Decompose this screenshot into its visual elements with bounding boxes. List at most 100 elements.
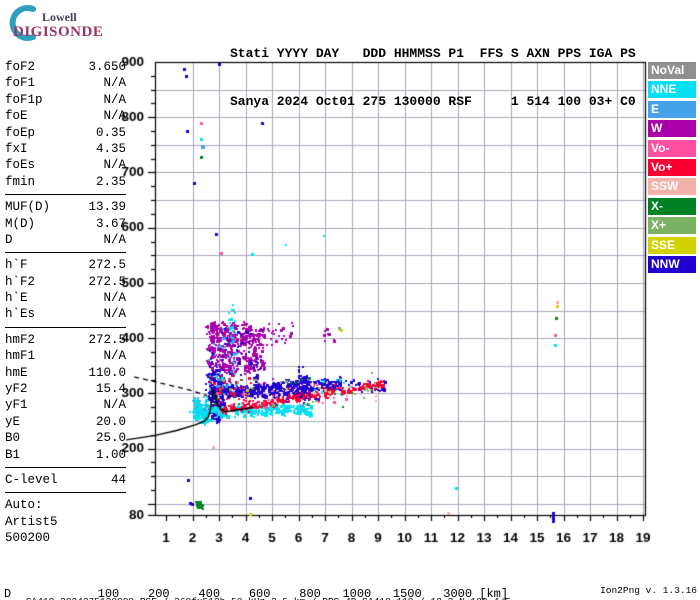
param-row: fxI 4.35: [5, 141, 126, 157]
param-row: yF2 15.4: [5, 381, 126, 397]
auto-line: Auto:: [5, 498, 43, 513]
param-row: foF1p N/A: [5, 92, 126, 108]
record-header: Stati YYYY DAY DDD HHMMSS P1 FFS S AXN P…: [230, 14, 636, 142]
param-name: hmF1: [5, 349, 36, 364]
legend-item-X-: X-: [648, 197, 696, 215]
param-row: hmF1 N/A: [5, 348, 126, 364]
param-name: C-level: [5, 472, 58, 487]
param-name: foF1: [5, 76, 36, 91]
status-file-info: SA418_2024275130000.RSF / 360fx512h 50 k…: [26, 596, 511, 600]
legend-item-Vo-: Vo-: [648, 139, 696, 157]
legend-item-W: W: [648, 120, 696, 138]
param-value: N/A: [103, 291, 126, 306]
param-value: N/A: [103, 109, 126, 124]
record-header-line2: Sanya 2024 Oct01 275 130000 RSF 1 514 10…: [230, 94, 636, 109]
param-value: 13.39: [88, 200, 126, 215]
status-version: Ion2Png v. 1.3.16: [600, 585, 697, 596]
param-row: foE N/A: [5, 108, 126, 124]
d-row: D 100 200 400 600 800 1000 1500 3000 [km…: [4, 587, 509, 600]
param-name: M(D): [5, 216, 36, 231]
logo-lowell-text: Lowell: [42, 10, 77, 24]
param-name: fxI: [5, 141, 28, 156]
auto-group: Auto: Artist5 500200: [5, 497, 126, 550]
param-name: hmE: [5, 365, 28, 380]
param-row: C-level 44: [5, 472, 126, 488]
param-value: 15.4: [95, 382, 126, 397]
param-name: foEs: [5, 158, 36, 173]
param-row: h`F 272.5: [5, 257, 126, 273]
param-name: h`F: [5, 258, 28, 273]
param-value: N/A: [103, 307, 126, 322]
param-row: hmF2 272.5: [5, 332, 126, 348]
param-value: 272.5: [88, 258, 126, 273]
param-name: B1: [5, 447, 21, 462]
param-value: 4.35: [95, 141, 126, 156]
param-value: 2.35: [95, 174, 126, 189]
auto-line: Artist5: [5, 514, 58, 529]
param-name: foE: [5, 109, 28, 124]
logo-arc-icon: [9, 5, 36, 41]
param-value: N/A: [103, 232, 126, 247]
legend-item-SSE: SSE: [648, 236, 696, 254]
param-value: 0.35: [95, 125, 126, 140]
param-row: foF2 3.650: [5, 59, 126, 75]
param-value: 3.67: [95, 216, 126, 231]
param-value: 1.00: [95, 447, 126, 462]
param-row: hmE 110.0: [5, 365, 126, 381]
param-name: MUF(D): [5, 200, 51, 215]
param-name: h`F2: [5, 274, 36, 289]
param-value: 272.5: [88, 332, 126, 347]
param-name: yF1: [5, 398, 28, 413]
lowell-digisonde-logo: Lowell DIGISONDE: [4, 3, 124, 45]
param-group: MUF(D) 13.39 M(D) 3.67 D N/A: [5, 199, 126, 254]
param-row: h`E N/A: [5, 290, 126, 306]
param-name: yF2: [5, 382, 28, 397]
param-name: B0: [5, 431, 21, 446]
status-bar: SA418_2024275130000.RSF / 360fx512h 50 k…: [3, 585, 697, 600]
param-row: B1 1.00: [5, 447, 126, 463]
parameter-panel: foF2 3.650 foF1 N/A foF1p N/A foE N/A foEp 0.35 fx…: [5, 59, 126, 555]
param-name: fmin: [5, 174, 36, 189]
param-row: D N/A: [5, 232, 126, 248]
param-value: N/A: [103, 158, 126, 173]
logo-digisonde-text: DIGISONDE: [13, 24, 104, 40]
param-row: foEp 0.35: [5, 125, 126, 141]
param-row: yF1 N/A: [5, 397, 126, 413]
legend-item-SSW: SSW: [648, 178, 696, 196]
param-row: yE 20.0: [5, 414, 126, 430]
param-value: N/A: [103, 92, 126, 107]
param-row: M(D) 3.67: [5, 216, 126, 232]
param-name: foEp: [5, 125, 36, 140]
param-name: yE: [5, 414, 21, 429]
param-row: h`F2 272.5: [5, 274, 126, 290]
param-value: N/A: [103, 349, 126, 364]
param-group: h`F 272.5 h`F2 272.5 h`E N/A h`Es N/A: [5, 257, 126, 328]
param-group: hmF2 272.5 hmF1 N/A hmE 110.0 yF2 15.4 yF1 N/A yE 2…: [5, 332, 126, 468]
param-name: foF2: [5, 60, 36, 74]
param-row: fmin 2.35: [5, 174, 126, 190]
legend-item-X+: X+: [648, 217, 696, 235]
param-value: 110.0: [88, 365, 126, 380]
legend-item-NoVal: NoVal: [648, 62, 696, 79]
param-name: foF1p: [5, 92, 43, 107]
param-value: 20.0: [95, 414, 126, 429]
param-row: foF1 N/A: [5, 75, 126, 91]
param-name: h`E: [5, 291, 28, 306]
param-row: B0 25.0: [5, 430, 126, 446]
param-group: foF2 3.650 foF1 N/A foF1p N/A foE N/A foEp 0.35 fx…: [5, 59, 126, 196]
legend-item-Vo+: Vo+: [648, 158, 696, 176]
d-muf-table: D 100 200 400 600 800 1000 1500 3000 [km…: [4, 554, 515, 600]
param-value: 3.650: [88, 60, 126, 74]
param-group: C-level 44: [5, 472, 126, 494]
legend-item-NNE: NNE: [648, 81, 696, 99]
param-value: N/A: [103, 398, 126, 413]
param-name: h`Es: [5, 307, 36, 322]
legend-item-NNW: NNW: [648, 255, 696, 273]
direction-color-legend: NoVal NNE E W Vo- Vo+ SSW X- X+ SSE NNW: [648, 62, 696, 275]
record-header-line1: Stati YYYY DAY DDD HHMMSS P1 FFS S AXN P…: [230, 46, 636, 61]
param-row: MUF(D) 13.39: [5, 199, 126, 215]
param-name: D: [5, 232, 13, 247]
legend-item-E: E: [648, 100, 696, 118]
